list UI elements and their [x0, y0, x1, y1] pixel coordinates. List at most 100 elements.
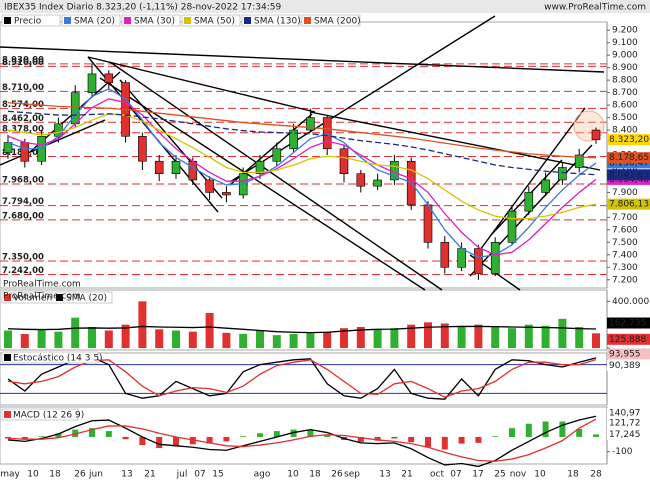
legend-box	[241, 14, 301, 27]
legend-label: Precio	[14, 17, 42, 27]
legend-swatch	[4, 17, 11, 24]
candle-body	[222, 192, 231, 196]
value-box	[607, 169, 650, 181]
x-tick-label: 10	[287, 470, 299, 480]
level-label: 8.462,00	[2, 114, 44, 124]
volume-bar	[37, 329, 46, 348]
histogram-bar	[72, 429, 79, 437]
volume-bar	[390, 328, 399, 348]
value-label: 7.806,13	[609, 200, 649, 210]
level-label: 8.910,00	[2, 58, 44, 68]
histogram-bar	[559, 421, 566, 437]
panel-frame	[0, 21, 608, 289]
histogram-bar	[290, 429, 297, 437]
legend-swatch	[184, 17, 191, 24]
volume-bar	[272, 335, 281, 348]
histogram-bar	[408, 436, 415, 443]
histogram-bar	[21, 436, 28, 440]
y-tick-label: 8.600	[612, 101, 638, 111]
x-tick-label: 26	[74, 470, 86, 480]
y-tick-label: 7.700	[612, 213, 638, 223]
x-tick-label: 13	[379, 470, 390, 480]
legend-label: SMA (130)	[254, 17, 301, 27]
x-tick-label: 10	[534, 470, 546, 480]
volume-bar	[4, 330, 12, 348]
x-tick-label: 15	[212, 470, 223, 480]
y-tick-label: 8.500	[612, 113, 638, 123]
legend-label: SMA (50)	[194, 17, 235, 27]
volume-bar	[340, 328, 348, 348]
watermark: ProRealTime.com	[3, 292, 81, 302]
value-label: 121,72	[609, 419, 641, 429]
value-box	[607, 152, 650, 164]
sma-line	[7, 101, 597, 159]
volume-bar	[440, 323, 449, 348]
value-box	[607, 134, 650, 146]
legend-box	[1, 351, 99, 364]
volume-bar	[188, 331, 197, 348]
volume-bar	[289, 334, 298, 348]
x-tick-label: jun	[88, 470, 103, 480]
candle-body	[104, 73, 114, 83]
histogram-bar	[475, 436, 482, 443]
y-tick-label: 8.700	[612, 88, 638, 98]
candle-body	[457, 248, 466, 268]
y-tick-label: 7.300	[612, 263, 638, 273]
legend-label: SMA (200)	[314, 17, 361, 27]
y-tick-label: -100	[612, 447, 633, 457]
sma-line	[7, 113, 597, 220]
y-tick-label: 7.600	[612, 225, 638, 235]
x-tick-label: 13	[121, 470, 132, 480]
histogram-bar	[509, 428, 515, 437]
candle-body	[440, 242, 450, 268]
x-tick-label: may	[0, 470, 20, 480]
oscillator-line	[7, 356, 597, 400]
histogram-bar	[441, 436, 448, 450]
value-box	[607, 417, 650, 429]
candle-body	[154, 160, 164, 175]
candle-body	[373, 179, 382, 187]
candle-body	[541, 179, 550, 193]
volume-bar	[222, 332, 231, 348]
x-tick-label: 10	[27, 470, 39, 480]
volume-bar	[575, 327, 584, 348]
candle-body	[188, 160, 198, 181]
value-label: 125.888	[609, 335, 646, 345]
candle-body	[87, 73, 97, 93]
histogram-bar	[257, 433, 263, 437]
candle-body	[423, 204, 433, 243]
volume-bar	[457, 325, 466, 348]
y-tick-label: 7.900	[612, 188, 638, 198]
level-label: 8.378,00	[2, 124, 44, 134]
y-tick-label: 7.200	[612, 275, 638, 285]
volume-bar	[71, 317, 80, 348]
histogram-bar	[223, 436, 230, 442]
histogram-bar	[391, 436, 398, 439]
histogram-bar	[240, 436, 247, 437]
volume-bar	[256, 330, 264, 348]
legend-label: SMA (20)	[74, 17, 115, 27]
volume-bar	[205, 313, 214, 348]
legend-swatch	[4, 294, 11, 301]
y-tick-label: 9.100	[612, 38, 638, 48]
site: www.ProRealTime.com	[544, 3, 646, 13]
x-tick-label: sep	[344, 470, 360, 480]
volume-bar	[558, 318, 567, 348]
volume-bar	[155, 329, 164, 348]
y-tick-label: 8.900	[612, 63, 638, 73]
value-label: 93,955	[609, 349, 641, 359]
y-tick-label: 9.200	[612, 26, 638, 36]
x-tick-label: 21	[401, 470, 412, 480]
value-label: 17,245	[609, 430, 641, 440]
histogram-bar	[593, 434, 599, 437]
legend-box	[61, 14, 121, 27]
histogram-bar	[357, 436, 364, 443]
histogram-bar	[55, 433, 62, 437]
candle-body	[306, 117, 315, 131]
level-label: 7.350,00	[2, 253, 44, 263]
histogram-bar	[525, 423, 532, 437]
histogram-bar	[576, 428, 583, 437]
legend-swatch	[4, 411, 11, 418]
y-tick-label: 400.000	[612, 297, 649, 307]
legend-box	[301, 14, 361, 27]
